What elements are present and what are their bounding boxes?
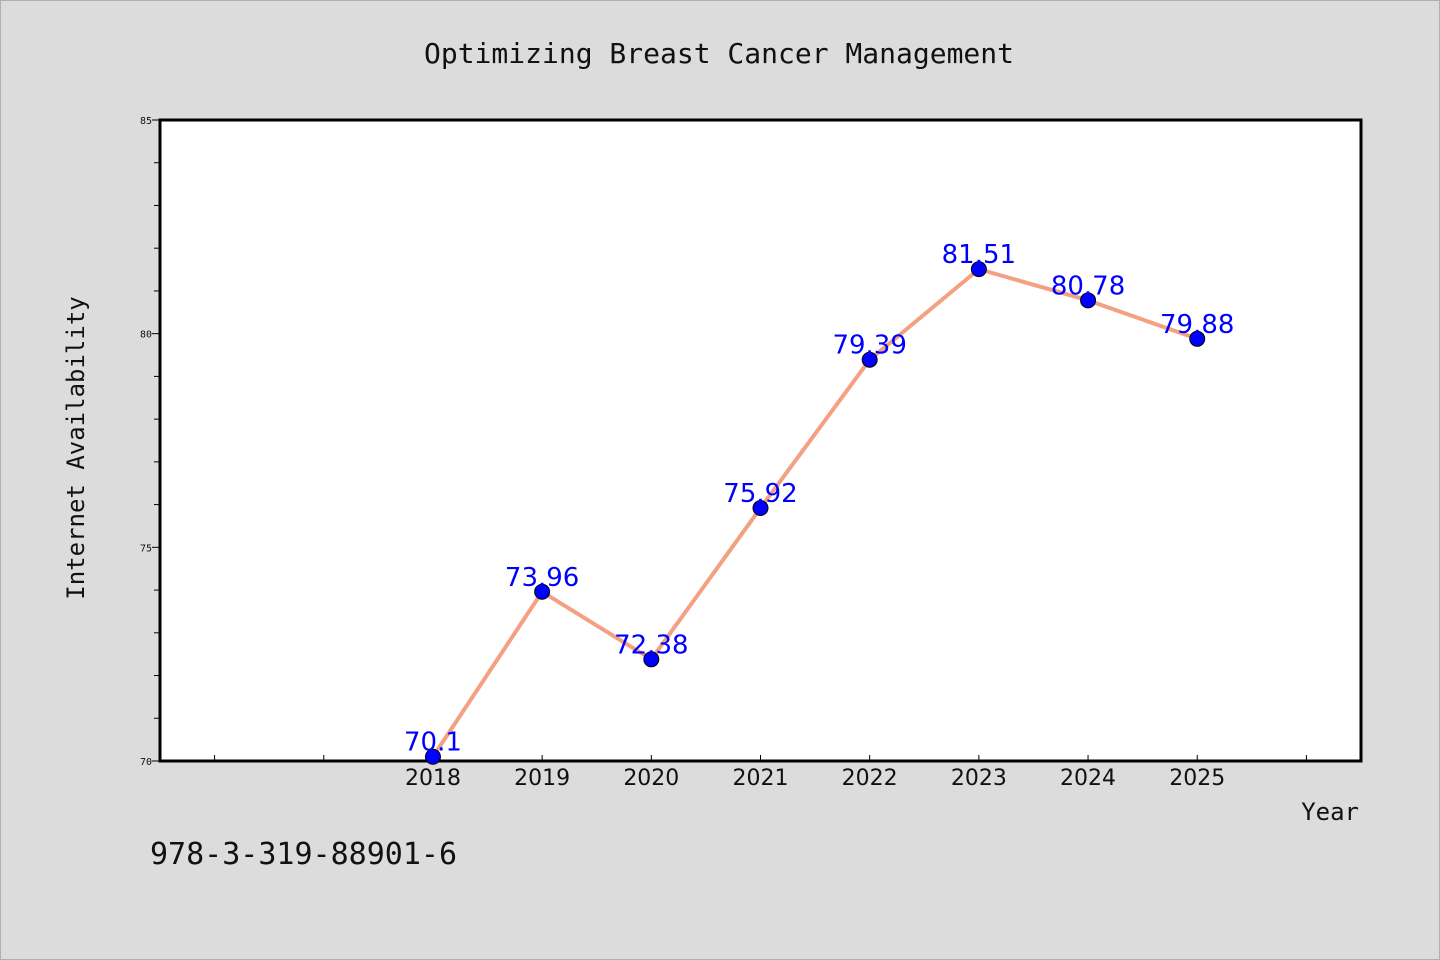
- y-tick-label: 70: [140, 757, 152, 768]
- data-label: 79.39: [832, 331, 906, 361]
- data-label: 75.92: [723, 479, 797, 509]
- data-point: [970, 261, 987, 278]
- data-point: [1189, 330, 1206, 347]
- y-axis-label: Internet Availability: [62, 296, 90, 599]
- x-tick-label: 2025: [1169, 766, 1225, 791]
- y-tick-label: 85: [140, 116, 152, 127]
- y-tick-label: 80: [140, 330, 152, 341]
- data-point: [861, 351, 878, 368]
- data-point: [1080, 292, 1097, 309]
- x-tick-label: 2024: [1060, 766, 1116, 791]
- data-point: [424, 748, 441, 765]
- y-axis: 70 75 80 85: [140, 116, 160, 768]
- x-tick-label: 2019: [514, 766, 570, 791]
- data-point: [643, 651, 660, 668]
- x-tick-label: 2020: [623, 766, 679, 791]
- y-tick-label: 75: [140, 543, 152, 554]
- data-label: 80.78: [1051, 271, 1125, 301]
- x-axis-label: Year: [1301, 798, 1359, 826]
- data-point: [534, 583, 551, 600]
- data-label: 79.88: [1160, 310, 1234, 340]
- plot-area: [158, 118, 1363, 763]
- x-tick-label: 2023: [951, 766, 1007, 791]
- data-label: 72.38: [614, 630, 688, 660]
- series-line: [430, 267, 1200, 759]
- x-tick-label: 2021: [733, 766, 789, 791]
- x-tick-label: 2022: [842, 766, 898, 791]
- series-layer: 70.1 73.96 72.38 75.92 79.39 81.51 80.78 79.88: [404, 240, 1234, 765]
- x-axis: 2018 2019 2020 2021 2022 2023 2024 2025: [214, 755, 1307, 791]
- chart-title: Optimizing Breast Cancer Management: [424, 37, 1014, 70]
- data-label: 81.51: [942, 240, 1016, 270]
- data-point: [752, 500, 769, 517]
- data-label: 70.1: [404, 728, 462, 758]
- x-tick-label: 2018: [405, 766, 461, 791]
- data-label: 73.96: [505, 563, 579, 593]
- isbn-text: 978-3-319-88901-6: [150, 837, 457, 872]
